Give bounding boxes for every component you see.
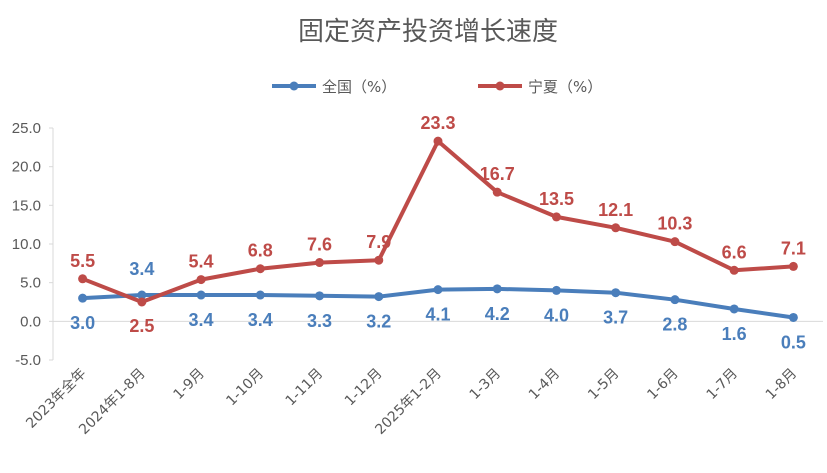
- data-label-series-1: 0.5: [781, 332, 806, 352]
- y-tick-label: 25.0: [12, 120, 41, 137]
- series-1-point: [611, 288, 621, 298]
- data-label-series-1: 2.8: [662, 315, 687, 335]
- series-1-point: [255, 290, 265, 300]
- series-2-point: [78, 274, 88, 284]
- y-tick-label: 10.0: [12, 236, 41, 253]
- series-layer: [78, 136, 798, 322]
- data-label-series-1: 3.4: [248, 310, 273, 330]
- x-tick-label: 1-5月: [585, 366, 622, 403]
- series-2-point: [196, 275, 206, 285]
- series-2-point: [137, 297, 147, 307]
- data-label-series-1: 3.4: [189, 310, 214, 330]
- data-label-series-1: 3.7: [603, 308, 628, 328]
- data-label-series-2: 13.5: [539, 189, 574, 209]
- series-1-point: [551, 285, 561, 295]
- x-tick-label: 1-7月: [704, 366, 741, 403]
- series-2-point: [551, 212, 561, 222]
- data-label-series-2: 7.6: [307, 235, 332, 255]
- legend-swatch-marker: [495, 81, 505, 91]
- series-1-point: [670, 295, 680, 305]
- legend: 全国（%） 宁夏（%）: [272, 78, 602, 96]
- series-2-point: [611, 223, 621, 233]
- series-1-point: [492, 284, 502, 294]
- data-label-series-2: 7.9: [366, 232, 391, 252]
- series-1-point: [729, 304, 739, 314]
- data-label-series-1: 4.0: [544, 305, 569, 325]
- series-2-point: [670, 237, 680, 247]
- data-label-series-1: 3.0: [70, 313, 95, 333]
- series-2-point: [255, 264, 265, 274]
- data-label-series-1: 1.6: [722, 324, 747, 344]
- series-2-point: [729, 265, 739, 275]
- data-label-series-2: 12.1: [598, 200, 633, 220]
- data-label-series-2: 7.1: [781, 238, 806, 258]
- series-2-point: [433, 136, 443, 146]
- series-1-point: [788, 312, 798, 322]
- legend-label-1: 全国（%）: [322, 78, 396, 96]
- y-tick-label: 0.0: [20, 313, 41, 330]
- data-label-series-2: 2.5: [129, 316, 154, 336]
- x-tick-label: 1-4月: [526, 366, 563, 403]
- x-tick-label: 1-3月: [467, 366, 504, 403]
- chart-title: 固定资产投资增长速度: [298, 17, 558, 47]
- x-tick-label: 2023年全年: [23, 365, 90, 432]
- data-label-series-2: 5.4: [189, 252, 214, 272]
- y-tick-label: -5.0: [15, 352, 41, 369]
- x-tick-label: 1-6月: [644, 366, 681, 403]
- data-label-series-2: 16.7: [480, 164, 515, 184]
- series-2-point: [315, 258, 325, 268]
- data-label-series-2: 6.6: [722, 242, 747, 262]
- x-tick-label: 1-8月: [763, 366, 800, 403]
- x-tick-label: 1-12月: [342, 366, 386, 410]
- series-2-point: [492, 187, 502, 197]
- x-tick-label: 1-11月: [283, 366, 327, 410]
- series-1-point: [137, 290, 147, 300]
- y-tick-label: 5.0: [20, 275, 41, 292]
- series-2-point: [788, 261, 798, 271]
- data-label-series-2: 5.5: [70, 251, 95, 271]
- data-label-series-1: 4.1: [425, 305, 450, 325]
- series-1-point: [374, 292, 384, 302]
- series-2-point: [374, 255, 384, 265]
- data-label-series-2: 10.3: [657, 214, 692, 234]
- x-tick-label: 1-9月: [171, 366, 208, 403]
- data-label-series-1: 3.2: [366, 312, 391, 332]
- data-label-series-1: 3.4: [129, 259, 154, 279]
- legend-swatch-marker: [289, 81, 299, 91]
- x-tick-label: 1-10月: [223, 366, 267, 410]
- data-label-series-2: 6.8: [248, 241, 273, 261]
- data-label-series-1: 4.2: [485, 304, 510, 324]
- data-labels: 3.0 3.4 3.4 3.4 3.3 3.2 4.1 4.2 4.0 3.7 2.8 1.6 0.5 5…: [70, 113, 806, 352]
- series-1-point: [433, 285, 443, 295]
- y-tick-label: 15.0: [12, 197, 41, 214]
- y-tick-label: 20.0: [12, 159, 41, 176]
- series-1-point: [315, 291, 325, 301]
- data-label-series-2: 23.3: [420, 113, 455, 133]
- series-1-point: [78, 293, 88, 303]
- data-label-series-1: 3.3: [307, 311, 332, 331]
- series-1-point: [196, 290, 206, 300]
- legend-label-2: 宁夏（%）: [528, 78, 602, 96]
